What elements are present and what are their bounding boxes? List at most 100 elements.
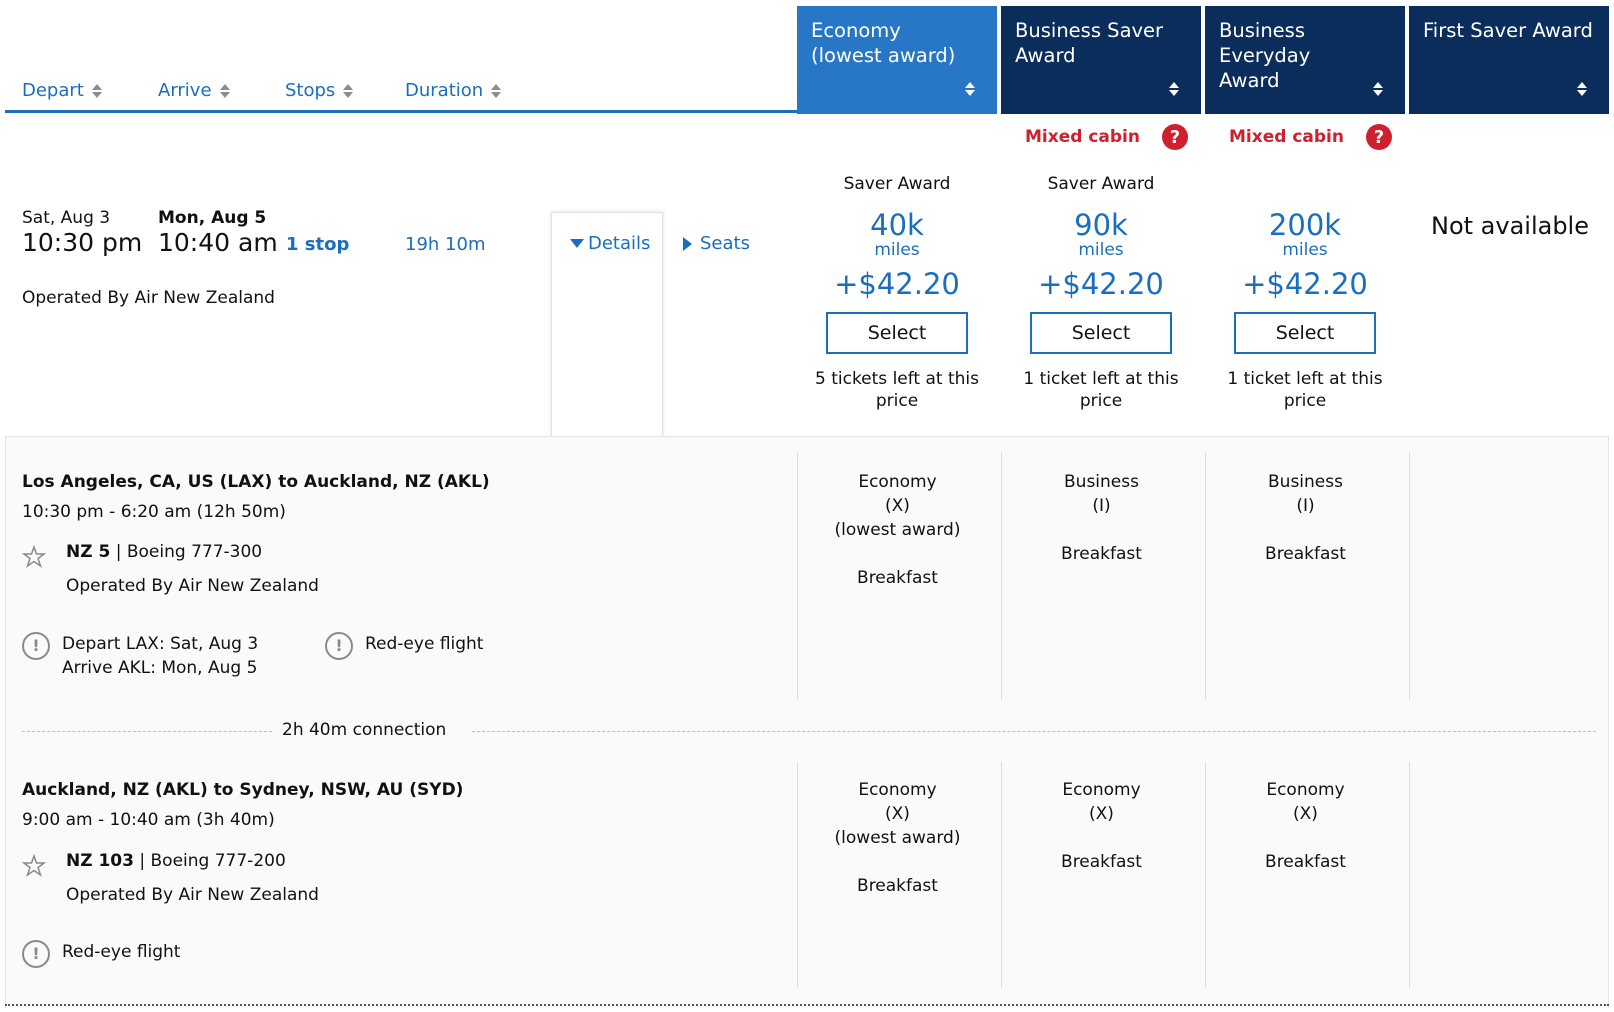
sort-arrows-icon [91,83,102,98]
segment1-cabin-economy: Economy (X) (lowest award) Breakfast [797,452,997,700]
fare-price: +$42.20 [1242,267,1368,301]
depart-date: Sat, Aug 3 [22,208,111,228]
mixed-cabin-label: Mixed cabin [1025,127,1140,147]
column-header-business-everyday[interactable]: Business Everyday Award [1205,6,1405,114]
help-icon[interactable]: ? [1365,124,1392,150]
sort-duration[interactable]: Duration [405,80,502,101]
segment-times: 9:00 am - 10:40 am (3h 40m) [22,810,275,830]
details-label: Details [588,233,651,254]
header-underline [5,110,797,113]
segment1-cabin-first [1409,452,1609,700]
fare-miles-unit: miles [1078,240,1124,260]
red-eye-notice: ! Red-eye flight [325,632,483,660]
sort-stops-label: Stops [285,80,336,101]
seats-label: Seats [700,233,750,254]
red-eye-label: Red-eye flight [365,634,484,654]
not-available-label: Not available [1430,212,1589,240]
tickets-left: 1 ticket left at this price [1023,369,1179,411]
sort-arrive-label: Arrive [158,80,212,101]
meal: Breakfast [857,876,938,896]
arrive-date: Mon, Aug 5 [158,208,267,228]
column-header-business-saver[interactable]: Business Saver Award [1001,6,1201,114]
cabin-note: (lowest award) [834,828,961,848]
segment2-cabin-business-everyday: Economy (X) Breakfast [1205,762,1405,988]
duration-value: 19h 10m [405,234,486,255]
column-header-business-saver-line2: Award [1015,44,1076,67]
help-icon[interactable]: ? [1161,124,1188,150]
cabin-name: Economy [858,780,937,800]
meal: Breakfast [1265,544,1346,564]
caret-down-icon [570,239,584,248]
select-button[interactable]: Select [1234,312,1376,354]
sort-arrows-icon [491,83,502,98]
panel-bottom-border [5,1004,1609,1006]
cabin-note: (lowest award) [834,520,961,540]
aircraft: Boeing 777-200 [150,851,286,871]
cabin-name: Business [1064,472,1139,492]
sort-depart-label: Depart [22,80,84,101]
fare-business-saver: Saver Award 90k miles +$42.20 Select 1 t… [1001,174,1201,412]
sort-arrive[interactable]: Arrive [158,80,230,101]
sort-arrows-icon [343,83,354,98]
sort-duration-label: Duration [405,80,484,101]
seats-toggle[interactable]: Seats [683,233,750,254]
sort-arrows-icon [1577,82,1587,96]
sort-depart[interactable]: Depart [22,80,102,101]
arrive-time: 10:40 am [158,228,278,257]
column-header-business-everyday-line1: Business Everyday [1219,19,1311,67]
column-header-business-everyday-line2: Award [1219,69,1280,92]
cabin-name: Economy [1266,780,1345,800]
arrive-block: Mon, Aug 5 10:40 am [158,208,278,257]
sort-stops[interactable]: Stops [285,80,354,101]
red-eye-notice: ! Red-eye flight [22,940,180,968]
connection-divider [472,731,1596,732]
column-header-economy[interactable]: Economy (lowest award) [797,6,997,114]
notice-arrive: Arrive AKL: Mon, Aug 5 [62,658,258,678]
cabin-code: (X) [885,496,910,516]
star-alliance-icon [22,854,46,877]
sort-arrows-icon [219,83,230,98]
sort-arrows-icon [1373,82,1383,96]
caret-right-icon [683,236,692,251]
column-header-economy-line1: Economy [811,19,901,42]
segment2-cabin-economy: Economy (X) (lowest award) Breakfast [797,762,997,988]
meal: Breakfast [1061,544,1142,564]
fare-miles: 90k [1074,208,1128,242]
column-header-first-saver-line1: First Saver Award [1423,19,1593,42]
fare-miles: 40k [870,208,924,242]
cabin-name: Business [1268,472,1343,492]
alert-icon: ! [22,632,50,660]
aircraft: Boeing 777-300 [126,542,263,562]
segment-operated-by: Operated By Air New Zealand [66,885,319,905]
sort-arrows-icon [1169,82,1179,96]
tickets-left: 1 ticket left at this price [1227,369,1383,411]
segment-flight: NZ 5 | Boeing 777-300 [66,542,262,562]
alert-icon: ! [325,632,353,660]
flight-details-panel [5,436,1609,1008]
flight-number: NZ 103 [66,851,134,871]
star-alliance-icon [22,545,46,568]
details-toggle[interactable]: Details [570,233,650,254]
cabin-name: Economy [1062,780,1141,800]
meal: Breakfast [1265,852,1346,872]
select-button[interactable]: Select [1030,312,1172,354]
cabin-code: (X) [885,804,910,824]
column-header-first-saver[interactable]: First Saver Award [1409,6,1609,114]
cabin-code: (I) [1296,496,1315,516]
segment-operated-by: Operated By Air New Zealand [66,576,319,596]
segment1-cabin-business-saver: Business (I) Breakfast [1001,452,1201,700]
stops-link[interactable]: 1 stop [286,234,350,255]
connection-time: 2h 40m connection [282,720,447,740]
tickets-left: 5 tickets left at this price [814,369,980,411]
select-button[interactable]: Select [826,312,968,354]
sort-arrows-icon [965,82,975,96]
operated-by: Operated By Air New Zealand [22,288,275,308]
fare-economy: Saver Award 40k miles +$42.20 Select 5 t… [797,174,997,412]
cabin-code: (X) [1293,804,1318,824]
depart-block: Sat, Aug 3 10:30 pm [22,208,142,257]
fare-miles: 200k [1268,208,1342,242]
red-eye-label: Red-eye flight [62,942,181,962]
flight-number: NZ 5 [66,542,111,562]
segment1-cabin-business-everyday: Business (I) Breakfast [1205,452,1405,700]
fare-miles-unit: miles [874,240,920,260]
